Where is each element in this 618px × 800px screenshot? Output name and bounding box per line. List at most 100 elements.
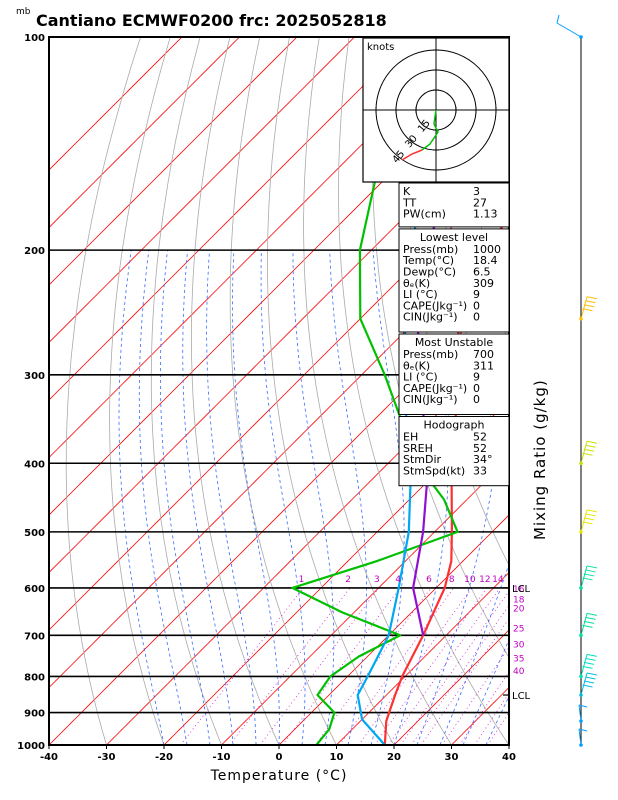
dry-adiabat-line xyxy=(190,37,280,745)
moist-adiabat-line xyxy=(462,638,509,745)
dry-adiabat-line xyxy=(338,37,509,745)
moist-adiabat-line xyxy=(292,250,335,745)
table-row-value: 700 xyxy=(473,348,494,361)
wind-barb xyxy=(580,565,598,589)
table-row-label: LI (°C) xyxy=(403,288,438,301)
mixing-ratio-line xyxy=(358,587,473,745)
temperature-tick-label: -20 xyxy=(155,752,173,763)
dry-adiabat-line xyxy=(109,37,171,745)
table-row-value: 52 xyxy=(473,431,487,444)
table-section-frame xyxy=(398,228,510,333)
isotherm-line xyxy=(49,169,509,631)
temperature-tick-label: -10 xyxy=(212,752,230,763)
wind-barb-flag xyxy=(578,728,588,732)
table-row-value: 18.4 xyxy=(473,254,498,267)
table-row-label: EH xyxy=(403,431,418,444)
wind-barb-flag xyxy=(583,680,595,684)
table-row-value: 3 xyxy=(473,185,480,198)
moist-adiabat-line xyxy=(260,250,306,745)
wind-barb-shaft xyxy=(580,565,588,589)
moist-adiabat-line xyxy=(485,695,509,745)
wind-barb-column xyxy=(556,14,598,747)
wind-barb-flag xyxy=(586,296,598,300)
hodograph-trace-green xyxy=(421,109,439,151)
table-row-value: 0 xyxy=(473,311,480,324)
isotherm-line xyxy=(106,341,509,745)
temperature-axis: -40 -30 -20 -10 0 10 20 30 40 xyxy=(40,745,516,763)
wind-barb-flag xyxy=(585,444,596,448)
wind-barb xyxy=(580,440,598,464)
table-row-label: PW(cm) xyxy=(403,208,446,221)
mixing-ratio-label: 2 xyxy=(345,575,351,585)
table-row-value: 0 xyxy=(473,393,480,406)
isotherm-line xyxy=(49,37,413,401)
dry-adiabat-line xyxy=(303,37,452,745)
isotherm-line xyxy=(49,111,509,574)
isotherm-line xyxy=(336,571,509,745)
table-row-value: 1.13 xyxy=(473,208,498,221)
wind-barb-flag xyxy=(586,612,598,616)
wind-barb-flag xyxy=(583,517,595,521)
wind-barb xyxy=(556,14,582,38)
table-row-label: Temp(°C) xyxy=(402,254,454,267)
isotherm-line xyxy=(508,744,509,745)
wind-barb-flag xyxy=(582,624,593,628)
table-row-value: 33 xyxy=(473,464,487,477)
wind-barb-flag xyxy=(586,653,598,657)
wind-barb-flag xyxy=(586,672,598,676)
dry-adiabat-line xyxy=(229,37,337,745)
dewpoint-profile xyxy=(291,37,459,745)
mixing-ratio-line xyxy=(259,587,380,745)
wind-barb xyxy=(580,509,598,533)
mixing-ratio-line xyxy=(388,587,501,745)
temperature-tick-label: 20 xyxy=(387,752,401,763)
dry-adiabat-line xyxy=(150,37,222,745)
wind-barb-shaft xyxy=(580,441,588,464)
isotherm-line xyxy=(49,226,509,689)
mixing-ratio-title: Mixing Ratio (g/kg) xyxy=(531,379,549,540)
pressure-tick-label: 700 xyxy=(24,631,45,642)
mixing-ratio-line xyxy=(229,587,351,745)
mixing-ratio-label: 14 xyxy=(492,575,504,585)
pressure-unit-label: mb xyxy=(16,7,31,17)
mixing-ratio-line xyxy=(411,604,509,745)
wind-barb-flag xyxy=(585,657,596,661)
isotherm-line xyxy=(221,456,509,745)
wind-barb-shaft xyxy=(580,296,588,319)
wind-barb-shaft xyxy=(580,613,588,636)
table-row-label: LI (°C) xyxy=(403,371,438,384)
table-row-value: 0 xyxy=(473,382,480,395)
wind-barb-shaft xyxy=(578,728,582,746)
table-section-header: Hodograph xyxy=(424,419,485,432)
pressure-tick-label: 100 xyxy=(24,33,45,44)
mixing-ratio-label: 35 xyxy=(513,655,524,665)
wind-barb-flag xyxy=(583,661,595,665)
table-row-value: 6.5 xyxy=(473,266,491,279)
table-section-header: Most Unstable xyxy=(415,336,494,349)
wind-barb-shaft xyxy=(556,22,582,38)
isotherm-line xyxy=(393,629,509,745)
isotherm-line xyxy=(163,399,509,745)
wind-barb xyxy=(580,612,598,636)
mixing-ratio-line xyxy=(400,590,509,745)
dry-adiabat-line xyxy=(587,37,618,745)
mixing-ratio-label: 25 xyxy=(513,624,524,634)
wind-barb-flag xyxy=(585,676,596,680)
table-row-label: TT xyxy=(402,196,417,209)
isotherm-line xyxy=(278,514,509,745)
isotherm-line xyxy=(49,54,509,516)
wind-barb-flag xyxy=(583,448,595,452)
mixing-ratio-label: 16 xyxy=(513,585,525,595)
wind-barb-flag xyxy=(586,509,598,513)
wind-barb-flag xyxy=(582,577,593,581)
table-row-label: Press(mb) xyxy=(403,348,458,361)
moist-adiabat-line xyxy=(138,250,188,745)
dry-adiabat-line xyxy=(267,37,395,745)
table-section-frame xyxy=(398,416,510,487)
table-row-label: K xyxy=(403,185,411,198)
temperature-tick-label: 30 xyxy=(445,752,459,763)
hodograph-unit-label: knots xyxy=(367,42,394,53)
